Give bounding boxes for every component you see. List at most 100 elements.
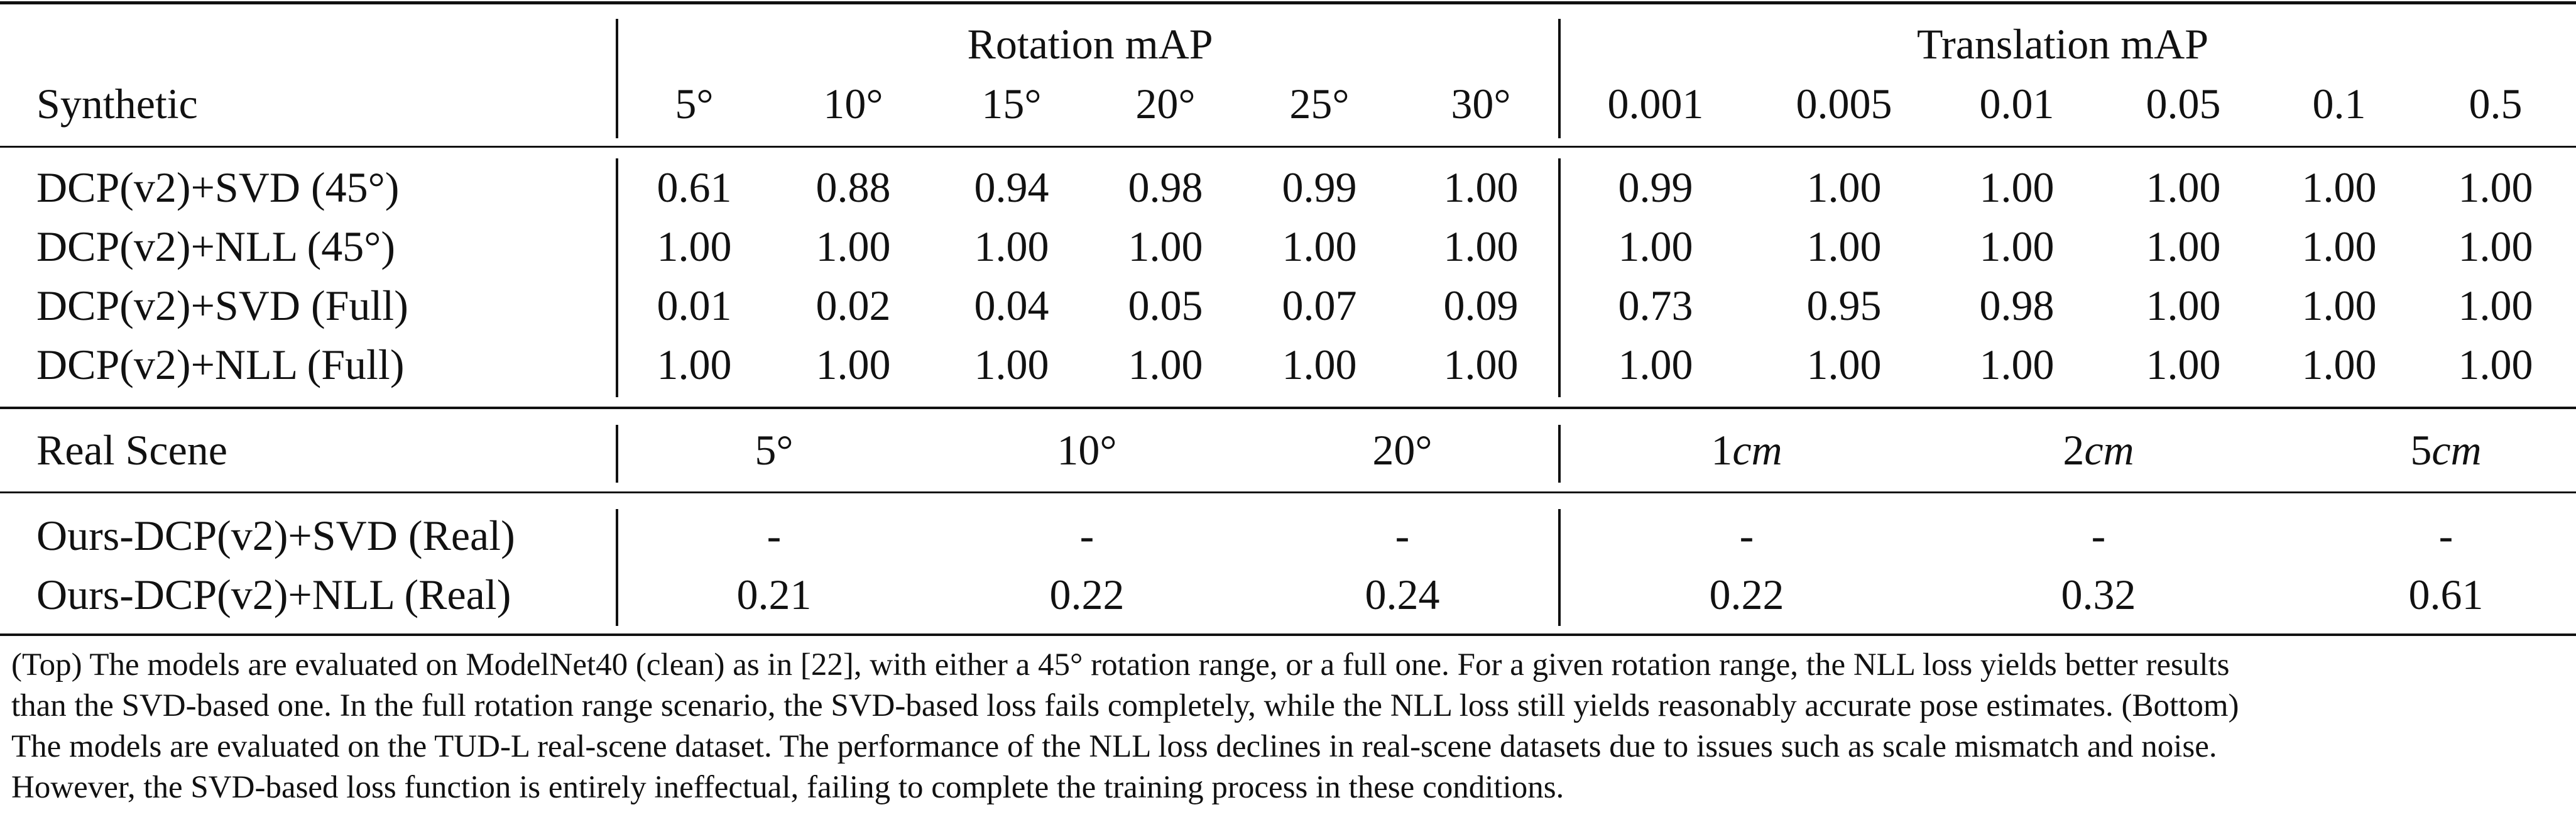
method-label: DCP(v2)+NLL (45°) bbox=[36, 222, 396, 270]
translation-group-header: Translation mAP bbox=[1916, 20, 2209, 68]
translation-map-value: 1.00 bbox=[2146, 282, 2221, 329]
translation-map-value: 1.00 bbox=[1979, 341, 2055, 388]
rotation-map-value: 1.00 bbox=[816, 222, 891, 270]
translation-threshold-header: 0.5 bbox=[2469, 80, 2523, 128]
translation-map-value: 1.00 bbox=[2458, 163, 2533, 211]
threshold-unit: cm bbox=[2431, 426, 2482, 474]
caption-line: However, the SVD-based loss function is … bbox=[11, 770, 1564, 805]
threshold-number: 2 bbox=[2063, 426, 2085, 474]
threshold-unit: cm bbox=[1732, 426, 1782, 474]
group-divider bbox=[1558, 19, 1561, 138]
bottom-rule bbox=[0, 633, 2576, 636]
threshold-number: 1 bbox=[1711, 426, 1733, 474]
method-label: DCP(v2)+SVD (Full) bbox=[36, 282, 408, 329]
caption-line: than the SVD-based one. In the full rota… bbox=[11, 688, 2239, 723]
method-divider bbox=[616, 509, 618, 626]
method-label: DCP(v2)+NLL (Full) bbox=[36, 341, 405, 388]
translation-map-value: 0.95 bbox=[1806, 282, 1882, 329]
rotation-map-value: 0.88 bbox=[816, 163, 891, 211]
rotation-threshold-header: 10° bbox=[1057, 426, 1117, 474]
translation-threshold-header: 5cm bbox=[2410, 425, 2481, 475]
method-divider bbox=[616, 425, 618, 483]
rotation-threshold-header: 25° bbox=[1289, 80, 1350, 128]
section-rule bbox=[0, 407, 2576, 409]
translation-map-value: 1.00 bbox=[2301, 222, 2377, 270]
translation-map-value: 0.61 bbox=[2408, 571, 2484, 618]
rotation-map-value: - bbox=[767, 512, 782, 559]
caption-line: (Top) The models are evaluated on ModelN… bbox=[11, 647, 2230, 683]
rotation-map-value: 0.98 bbox=[1128, 163, 1203, 211]
translation-threshold-header: 2cm bbox=[2063, 425, 2134, 475]
rotation-map-value: 1.00 bbox=[1443, 341, 1519, 388]
rotation-threshold-header: 5° bbox=[755, 426, 794, 474]
group-divider bbox=[1558, 425, 1561, 483]
rotation-map-value: 1.00 bbox=[816, 341, 891, 388]
rotation-group-header: Rotation mAP bbox=[967, 20, 1213, 68]
rotation-map-value: 0.24 bbox=[1365, 571, 1440, 618]
translation-threshold-header: 0.01 bbox=[1979, 80, 2055, 128]
translation-threshold-header: 0.005 bbox=[1796, 80, 1892, 128]
translation-map-value: 1.00 bbox=[1979, 163, 2055, 211]
header-rule bbox=[0, 146, 2576, 148]
rotation-map-value: 1.00 bbox=[1128, 341, 1203, 388]
rotation-map-value: 0.09 bbox=[1443, 282, 1519, 329]
rotation-threshold-header: 5° bbox=[675, 80, 714, 128]
rotation-map-value: 1.00 bbox=[657, 341, 732, 388]
group-divider bbox=[1558, 158, 1561, 397]
rotation-map-value: 0.04 bbox=[974, 282, 1049, 329]
method-label: Ours-DCP(v2)+SVD (Real) bbox=[36, 512, 515, 559]
rotation-threshold-header: 30° bbox=[1451, 80, 1511, 128]
translation-map-value: 0.22 bbox=[1709, 571, 1784, 618]
rotation-map-value: 0.21 bbox=[736, 571, 812, 618]
translation-map-value: 1.00 bbox=[2458, 222, 2533, 270]
translation-map-value: 1.00 bbox=[2458, 282, 2533, 329]
translation-map-value: - bbox=[2438, 512, 2453, 559]
rotation-map-value: 1.00 bbox=[1443, 222, 1519, 270]
table-caption: (Top) The models are evaluated on ModelN… bbox=[11, 645, 2562, 808]
rotation-map-value: 1.00 bbox=[657, 222, 732, 270]
translation-map-value: 1.00 bbox=[1806, 163, 1882, 211]
caption-line: The models are evaluated on the TUD-L re… bbox=[11, 729, 2217, 764]
rotation-map-value: 1.00 bbox=[1282, 222, 1357, 270]
translation-map-value: 0.73 bbox=[1618, 282, 1693, 329]
translation-map-value: - bbox=[2091, 512, 2106, 559]
group-divider bbox=[1558, 509, 1561, 626]
real-header-rule bbox=[0, 491, 2576, 493]
translation-threshold-header: 0.001 bbox=[1607, 80, 1704, 128]
real-scene-label: Real Scene bbox=[36, 426, 227, 474]
method-label: Ours-DCP(v2)+NLL (Real) bbox=[36, 571, 511, 618]
translation-threshold-header: 1cm bbox=[1711, 425, 1782, 475]
rotation-map-value: 1.00 bbox=[974, 222, 1049, 270]
threshold-unit: cm bbox=[2084, 426, 2134, 474]
translation-map-value: 1.00 bbox=[1806, 222, 1882, 270]
translation-map-value: 1.00 bbox=[2301, 341, 2377, 388]
translation-map-value: 1.00 bbox=[2146, 341, 2221, 388]
rotation-threshold-header: 15° bbox=[981, 80, 1042, 128]
translation-map-value: 0.32 bbox=[2061, 571, 2136, 618]
method-divider bbox=[616, 19, 618, 138]
method-label: DCP(v2)+SVD (45°) bbox=[36, 163, 400, 211]
rotation-map-value: 0.22 bbox=[1049, 571, 1125, 618]
translation-map-value: 1.00 bbox=[1618, 222, 1693, 270]
translation-map-value: 1.00 bbox=[1618, 341, 1693, 388]
translation-map-value: 1.00 bbox=[2301, 163, 2377, 211]
threshold-number: 5 bbox=[2410, 426, 2432, 474]
rotation-map-value: 0.99 bbox=[1282, 163, 1357, 211]
rotation-threshold-header: 10° bbox=[823, 80, 883, 128]
translation-map-value: 1.00 bbox=[2301, 282, 2377, 329]
translation-threshold-header: 0.05 bbox=[2146, 80, 2221, 128]
rotation-threshold-header: 20° bbox=[1372, 426, 1433, 474]
rotation-threshold-header: 20° bbox=[1135, 80, 1196, 128]
rotation-map-value: 0.05 bbox=[1128, 282, 1203, 329]
method-divider bbox=[616, 158, 618, 397]
top-rule bbox=[0, 1, 2576, 4]
rotation-map-value: 0.94 bbox=[974, 163, 1049, 211]
synthetic-label: Synthetic bbox=[36, 80, 198, 128]
rotation-map-value: - bbox=[1395, 512, 1410, 559]
translation-threshold-header: 0.1 bbox=[2312, 80, 2366, 128]
translation-map-value: 1.00 bbox=[2146, 163, 2221, 211]
translation-map-value: 1.00 bbox=[2146, 222, 2221, 270]
translation-map-value: 1.00 bbox=[1806, 341, 1882, 388]
translation-map-value: - bbox=[1739, 512, 1754, 559]
rotation-map-value: 1.00 bbox=[1128, 222, 1203, 270]
